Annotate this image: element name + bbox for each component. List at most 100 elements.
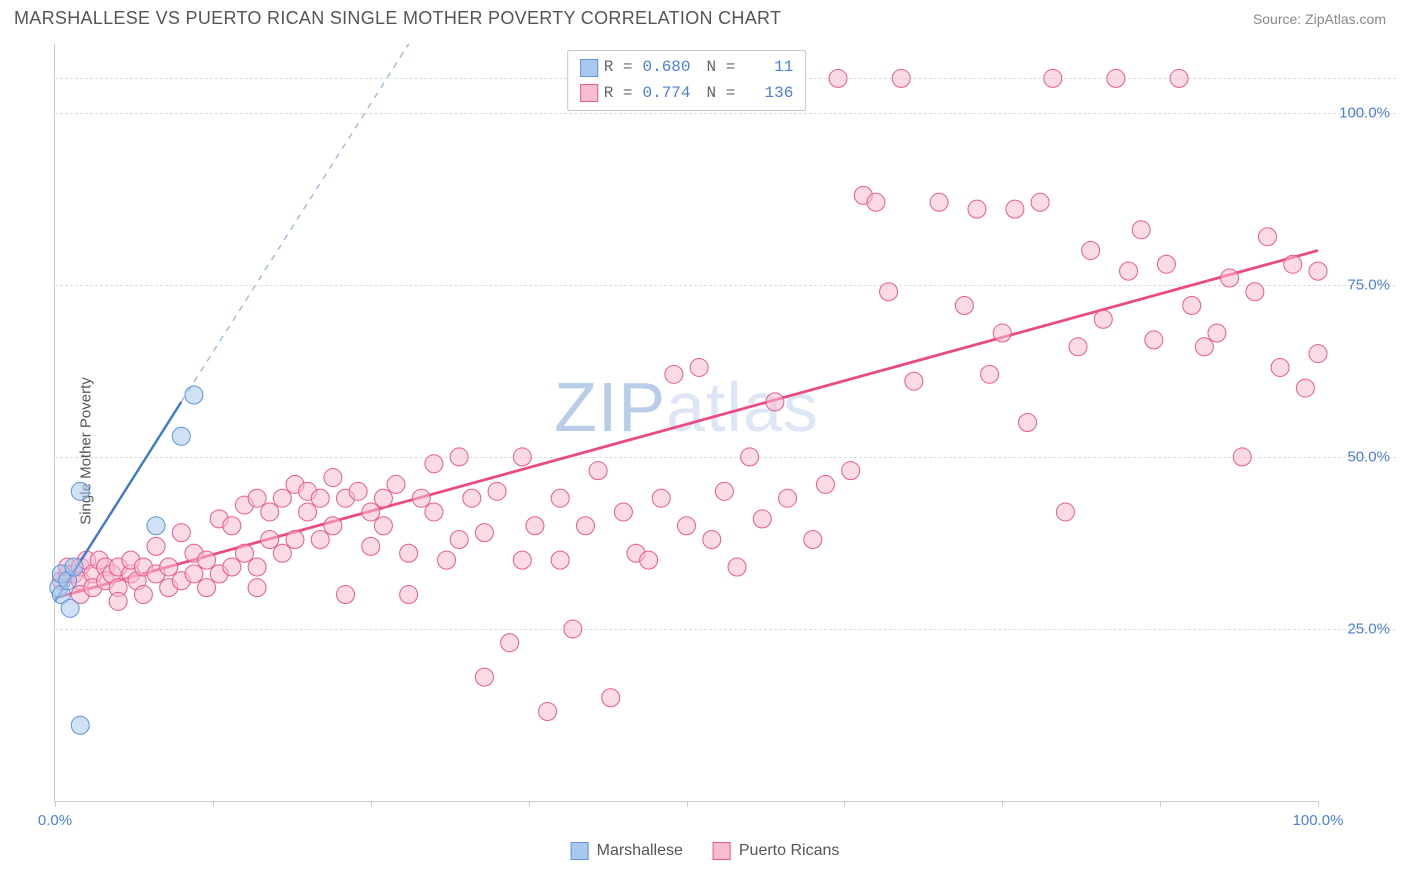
data-point-puerto_ricans	[905, 372, 923, 390]
data-point-puerto_ricans	[816, 475, 834, 493]
data-point-puerto_ricans	[930, 193, 948, 211]
data-point-puerto_ricans	[1309, 345, 1327, 363]
data-point-puerto_ricans	[1258, 228, 1276, 246]
data-point-puerto_ricans	[728, 558, 746, 576]
data-point-puerto_ricans	[248, 579, 266, 597]
data-point-marshallese	[172, 427, 190, 445]
stats-row-puerto_ricans: R =0.774N =136	[580, 81, 794, 107]
data-point-puerto_ricans	[374, 489, 392, 507]
data-point-puerto_ricans	[1296, 379, 1314, 397]
stats-row-marshallese: R =0.680N =11	[580, 55, 794, 81]
data-point-puerto_ricans	[1284, 255, 1302, 273]
source-attribution: Source: ZipAtlas.com	[1253, 11, 1386, 27]
data-point-puerto_ricans	[1221, 269, 1239, 287]
legend-item: Puerto Ricans	[713, 842, 840, 860]
data-point-puerto_ricans	[1082, 241, 1100, 259]
data-point-puerto_ricans	[248, 489, 266, 507]
data-point-puerto_ricans	[1031, 193, 1049, 211]
data-point-puerto_ricans	[589, 462, 607, 480]
data-point-marshallese	[71, 482, 89, 500]
data-point-puerto_ricans	[273, 544, 291, 562]
chart-header: MARSHALLESE VS PUERTO RICAN SINGLE MOTHE…	[0, 0, 1406, 33]
data-point-puerto_ricans	[741, 448, 759, 466]
data-point-puerto_ricans	[1271, 358, 1289, 376]
data-point-puerto_ricans	[374, 517, 392, 535]
data-point-puerto_ricans	[715, 482, 733, 500]
data-point-puerto_ricans	[652, 489, 670, 507]
data-point-puerto_ricans	[1145, 331, 1163, 349]
data-point-puerto_ricans	[109, 592, 127, 610]
x-tick	[529, 801, 530, 807]
plot-area: ZIPatlas R =0.680N =11R =0.774N =136 25.…	[54, 44, 1318, 802]
data-point-puerto_ricans	[1208, 324, 1226, 342]
stats-legend: R =0.680N =11R =0.774N =136	[567, 50, 807, 111]
data-point-puerto_ricans	[1195, 338, 1213, 356]
swatch-puerto_ricans	[580, 84, 598, 102]
legend-swatch	[713, 842, 731, 860]
x-tick	[213, 801, 214, 807]
x-tick	[1002, 801, 1003, 807]
data-point-puerto_ricans	[425, 503, 443, 521]
data-point-puerto_ricans	[640, 551, 658, 569]
data-point-puerto_ricans	[880, 283, 898, 301]
data-point-puerto_ricans	[867, 193, 885, 211]
data-point-puerto_ricans	[1170, 69, 1188, 87]
data-point-marshallese	[61, 599, 79, 617]
data-point-puerto_ricans	[324, 469, 342, 487]
n-value-marshallese: 11	[741, 55, 793, 81]
data-point-puerto_ricans	[450, 530, 468, 548]
data-point-puerto_ricans	[981, 365, 999, 383]
data-point-puerto_ricans	[968, 200, 986, 218]
data-point-puerto_ricans	[387, 475, 405, 493]
data-point-puerto_ricans	[198, 579, 216, 597]
data-point-puerto_ricans	[1006, 200, 1024, 218]
data-point-puerto_ricans	[273, 489, 291, 507]
data-point-marshallese	[185, 386, 203, 404]
data-point-puerto_ricans	[1019, 414, 1037, 432]
data-point-puerto_ricans	[235, 544, 253, 562]
chart-container: Single Mother Poverty ZIPatlas R =0.680N…	[14, 40, 1396, 862]
data-point-puerto_ricans	[1056, 503, 1074, 521]
data-point-puerto_ricans	[753, 510, 771, 528]
x-tick	[1318, 801, 1319, 807]
data-point-puerto_ricans	[185, 565, 203, 583]
y-tick-label: 50.0%	[1347, 448, 1390, 465]
data-point-puerto_ricans	[829, 69, 847, 87]
data-point-puerto_ricans	[602, 689, 620, 707]
r-value-marshallese: 0.680	[639, 55, 691, 81]
data-point-puerto_ricans	[311, 489, 329, 507]
data-point-puerto_ricans	[1094, 310, 1112, 328]
data-point-puerto_ricans	[539, 703, 557, 721]
data-point-puerto_ricans	[690, 358, 708, 376]
data-point-puerto_ricans	[703, 530, 721, 548]
x-tick	[371, 801, 372, 807]
data-point-puerto_ricans	[261, 503, 279, 521]
data-point-puerto_ricans	[362, 503, 380, 521]
series-legend: MarshallesePuerto Ricans	[571, 842, 840, 860]
data-point-puerto_ricans	[425, 455, 443, 473]
data-point-puerto_ricans	[488, 482, 506, 500]
r-value-puerto_ricans: 0.774	[639, 81, 691, 107]
data-point-puerto_ricans	[324, 517, 342, 535]
data-point-puerto_ricans	[362, 537, 380, 555]
data-point-puerto_ricans	[513, 448, 531, 466]
y-tick-label: 100.0%	[1339, 104, 1390, 121]
data-point-marshallese	[65, 558, 83, 576]
source-link[interactable]: ZipAtlas.com	[1305, 11, 1386, 27]
data-point-puerto_ricans	[286, 530, 304, 548]
data-point-puerto_ricans	[400, 544, 418, 562]
data-point-puerto_ricans	[134, 586, 152, 604]
data-point-puerto_ricans	[1157, 255, 1175, 273]
data-point-puerto_ricans	[261, 530, 279, 548]
data-point-puerto_ricans	[551, 551, 569, 569]
data-point-puerto_ricans	[147, 537, 165, 555]
data-point-puerto_ricans	[526, 517, 544, 535]
legend-swatch	[571, 842, 589, 860]
data-point-puerto_ricans	[1120, 262, 1138, 280]
data-point-puerto_ricans	[842, 462, 860, 480]
data-point-puerto_ricans	[400, 586, 418, 604]
data-point-puerto_ricans	[299, 503, 317, 521]
x-tick-label: 100.0%	[1293, 812, 1344, 829]
data-point-puerto_ricans	[564, 620, 582, 638]
data-point-puerto_ricans	[223, 558, 241, 576]
